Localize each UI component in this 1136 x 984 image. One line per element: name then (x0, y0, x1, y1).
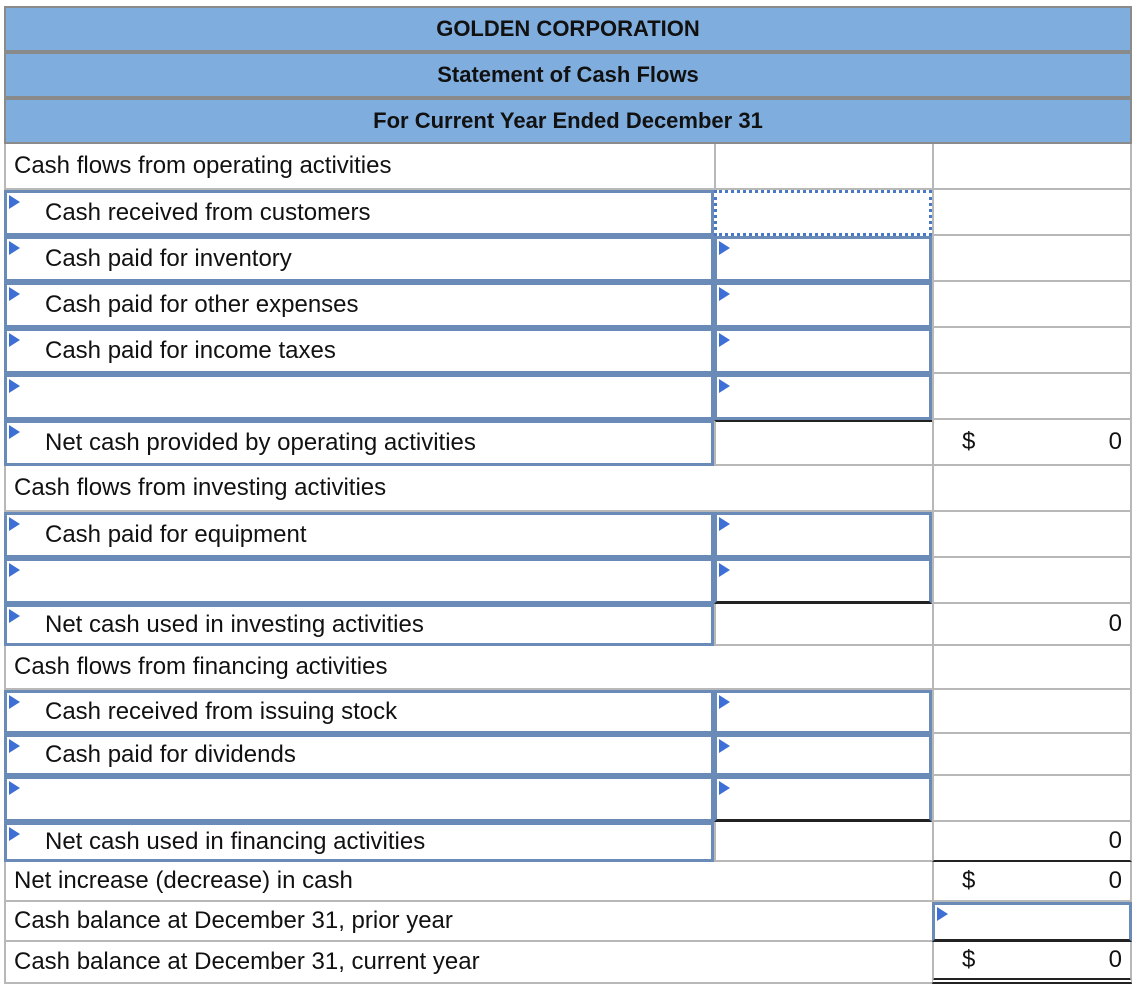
operating-row-2: Cash paid for inventory (4, 236, 1132, 282)
net-change-row: Net increase (decrease) in cash $0 (4, 862, 1132, 902)
financing-item-3-amount-input[interactable] (714, 776, 932, 822)
dropdown-marker-icon (9, 333, 20, 347)
financing-item-2-label-input[interactable]: Cash paid for dividends (4, 734, 714, 776)
financing-item-3-label-input[interactable] (4, 776, 714, 822)
financing-item-2-amount-input[interactable] (714, 734, 932, 776)
statement-period: For Current Year Ended December 31 (4, 98, 1132, 144)
operating-item-3-amount-input[interactable] (714, 282, 932, 328)
financing-item-1-label-input[interactable]: Cash received from issuing stock (4, 690, 714, 734)
dropdown-marker-icon (719, 379, 730, 393)
investing-row-1: Cash paid for equipment (4, 512, 1132, 558)
operating-net-label-input[interactable]: Net cash provided by operating activitie… (4, 420, 714, 466)
dropdown-marker-icon (9, 379, 20, 393)
investing-section-label: Cash flows from investing activities (14, 474, 387, 501)
investing-net-label-input[interactable]: Net cash used in investing activities (4, 604, 714, 646)
dropdown-marker-icon (719, 781, 730, 795)
operating-row-5 (4, 374, 1132, 420)
operating-row-4: Cash paid for income taxes (4, 328, 1132, 374)
financing-row-2: Cash paid for dividends (4, 734, 1132, 776)
operating-item-1-label-input[interactable]: Cash received from customers (4, 190, 714, 236)
current-balance-value: 0 (1108, 946, 1122, 973)
operating-net-value: 0 (1108, 428, 1122, 455)
dropdown-marker-icon (937, 907, 948, 921)
dropdown-marker-icon (719, 333, 730, 347)
dropdown-marker-icon (9, 739, 20, 753)
operating-section-label: Cash flows from operating activities (14, 152, 392, 179)
net-change-label: Net increase (decrease) in cash (14, 867, 353, 894)
financing-row-1: Cash received from issuing stock (4, 690, 1132, 734)
prior-balance-input[interactable] (932, 902, 1132, 942)
net-change-value: 0 (1108, 867, 1122, 894)
dropdown-marker-icon (9, 241, 20, 255)
dropdown-marker-icon (719, 739, 730, 753)
company-name: GOLDEN CORPORATION (4, 6, 1132, 52)
investing-net-value: 0 (1108, 610, 1122, 637)
investing-net-row: Net cash used in investing activities 0 (4, 604, 1132, 646)
operating-item-1-amount-input[interactable] (714, 190, 932, 236)
dropdown-marker-icon (9, 827, 20, 841)
financing-row-3 (4, 776, 1132, 822)
investing-item-1-label-input[interactable]: Cash paid for equipment (4, 512, 714, 558)
dropdown-marker-icon (9, 425, 20, 439)
investing-item-2-amount-input[interactable] (714, 558, 932, 604)
investing-item-2-label-input[interactable] (4, 558, 714, 604)
operating-item-2-amount-input[interactable] (714, 236, 932, 282)
dropdown-marker-icon (9, 695, 20, 709)
operating-item-2-label-input[interactable]: Cash paid for inventory (4, 236, 714, 282)
dropdown-marker-icon (9, 781, 20, 795)
operating-item-4-amount-input[interactable] (714, 328, 932, 374)
current-balance-row: Cash balance at December 31, current yea… (4, 942, 1132, 984)
operating-row-1: Cash received from customers (4, 190, 1132, 236)
dropdown-marker-icon (9, 609, 20, 623)
dropdown-marker-icon (719, 287, 730, 301)
dropdown-marker-icon (9, 287, 20, 301)
operating-item-4-label-input[interactable]: Cash paid for income taxes (4, 328, 714, 374)
dropdown-marker-icon (9, 517, 20, 531)
prior-balance-label: Cash balance at December 31, prior year (14, 907, 453, 934)
dropdown-marker-icon (9, 195, 20, 209)
dropdown-marker-icon (719, 241, 730, 255)
statement-title: Statement of Cash Flows (4, 52, 1132, 98)
investing-item-1-amount-input[interactable] (714, 512, 932, 558)
investing-section-row: Cash flows from investing activities (4, 466, 1132, 512)
currency-symbol: $ (962, 428, 976, 455)
financing-item-1-amount-input[interactable] (714, 690, 932, 734)
financing-net-value: 0 (1108, 827, 1122, 854)
financing-section-row: Cash flows from financing activities (4, 646, 1132, 690)
dropdown-marker-icon (719, 563, 730, 577)
operating-net-row: Net cash provided by operating activitie… (4, 420, 1132, 466)
dropdown-marker-icon (719, 695, 730, 709)
financing-net-label-input[interactable]: Net cash used in financing activities (4, 822, 714, 862)
current-balance-label: Cash balance at December 31, current yea… (14, 948, 480, 975)
dropdown-marker-icon (9, 563, 20, 577)
operating-section-row: Cash flows from operating activities (4, 144, 1132, 190)
operating-row-3: Cash paid for other expenses (4, 282, 1132, 328)
dropdown-marker-icon (719, 517, 730, 531)
currency-symbol: $ (962, 867, 976, 894)
financing-section-label: Cash flows from financing activities (14, 653, 388, 680)
investing-row-2 (4, 558, 1132, 604)
prior-balance-row: Cash balance at December 31, prior year (4, 902, 1132, 942)
financing-net-row: Net cash used in financing activities 0 (4, 822, 1132, 862)
operating-item-5-label-input[interactable] (4, 374, 714, 420)
operating-item-5-amount-input[interactable] (714, 374, 932, 420)
currency-symbol: $ (962, 946, 976, 973)
operating-item-3-label-input[interactable]: Cash paid for other expenses (4, 282, 714, 328)
